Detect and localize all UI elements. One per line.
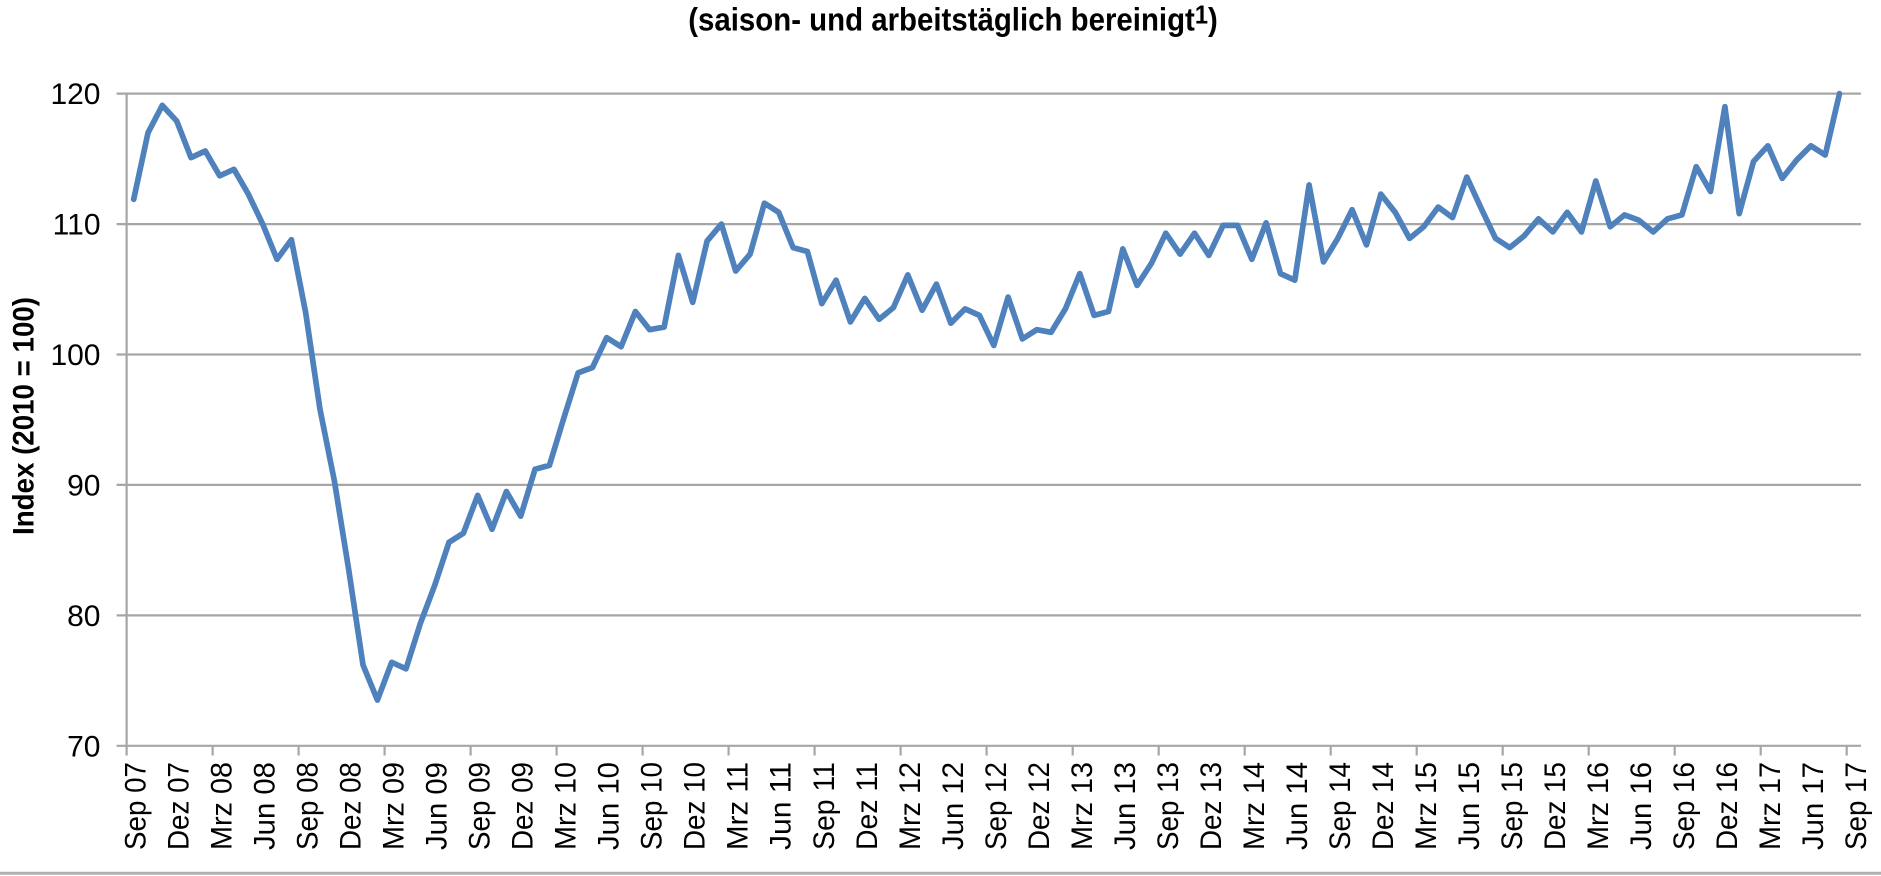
svg-text:Sep 17: Sep 17 — [1840, 762, 1873, 850]
svg-text:120: 120 — [50, 78, 100, 111]
svg-text:Dez 10: Dez 10 — [679, 762, 712, 850]
svg-text:Jun 09: Jun 09 — [421, 762, 454, 850]
svg-text:Dez 16: Dez 16 — [1711, 762, 1744, 850]
svg-text:Mrz 14: Mrz 14 — [1238, 762, 1271, 850]
svg-text:Sep 16: Sep 16 — [1668, 762, 1701, 850]
svg-text:Mrz 12: Mrz 12 — [894, 762, 927, 850]
svg-text:100: 100 — [50, 339, 100, 372]
svg-text:80: 80 — [67, 600, 100, 633]
svg-text:Sep 09: Sep 09 — [464, 762, 497, 850]
svg-text:Dez 07: Dez 07 — [163, 762, 196, 850]
svg-text:Sep 12: Sep 12 — [980, 762, 1013, 850]
svg-text:Dez 11: Dez 11 — [851, 762, 884, 850]
svg-text:Jun 16: Jun 16 — [1625, 762, 1658, 850]
svg-text:Sep 10: Sep 10 — [636, 762, 669, 850]
svg-text:Sep 11: Sep 11 — [808, 762, 841, 850]
svg-text:Mrz 16: Mrz 16 — [1582, 762, 1615, 850]
svg-text:Sep 14: Sep 14 — [1324, 762, 1357, 850]
svg-text:Dez 14: Dez 14 — [1367, 762, 1400, 850]
svg-text:Index (2010 = 100): Index (2010 = 100) — [8, 297, 41, 535]
svg-text:Sep 08: Sep 08 — [292, 762, 325, 850]
svg-text:Sep 07: Sep 07 — [120, 762, 153, 850]
svg-text:Mrz 09: Mrz 09 — [378, 762, 411, 850]
svg-text:Mrz 11: Mrz 11 — [722, 762, 755, 850]
svg-text:Jun 17: Jun 17 — [1797, 762, 1830, 850]
svg-text:Sep 15: Sep 15 — [1496, 762, 1529, 850]
svg-text:(saison- und arbeitstäglich be: (saison- und arbeitstäglich bereinigt1) — [688, 1, 1218, 38]
svg-text:Mrz 17: Mrz 17 — [1754, 762, 1787, 850]
svg-text:Mrz 15: Mrz 15 — [1410, 762, 1443, 850]
svg-text:Jun 08: Jun 08 — [249, 762, 282, 850]
svg-text:Jun 12: Jun 12 — [937, 762, 970, 850]
svg-text:Dez 15: Dez 15 — [1539, 762, 1572, 850]
svg-text:Dez 08: Dez 08 — [335, 762, 368, 850]
svg-text:Dez 12: Dez 12 — [1023, 762, 1056, 850]
svg-text:Dez 13: Dez 13 — [1195, 762, 1228, 850]
svg-text:90: 90 — [67, 469, 100, 502]
svg-text:Jun 11: Jun 11 — [765, 762, 798, 850]
svg-text:Sep 13: Sep 13 — [1152, 762, 1185, 850]
svg-text:Dez 09: Dez 09 — [507, 762, 540, 850]
svg-text:Mrz 13: Mrz 13 — [1066, 762, 1099, 850]
svg-text:Jun 14: Jun 14 — [1281, 762, 1314, 850]
svg-text:70: 70 — [67, 730, 100, 763]
svg-text:Mrz 10: Mrz 10 — [550, 762, 583, 850]
svg-text:110: 110 — [53, 209, 101, 242]
svg-text:Jun 10: Jun 10 — [593, 762, 626, 850]
svg-text:Jun 15: Jun 15 — [1453, 762, 1486, 850]
svg-text:Mrz 08: Mrz 08 — [206, 762, 239, 850]
svg-text:Jun 13: Jun 13 — [1109, 762, 1142, 850]
